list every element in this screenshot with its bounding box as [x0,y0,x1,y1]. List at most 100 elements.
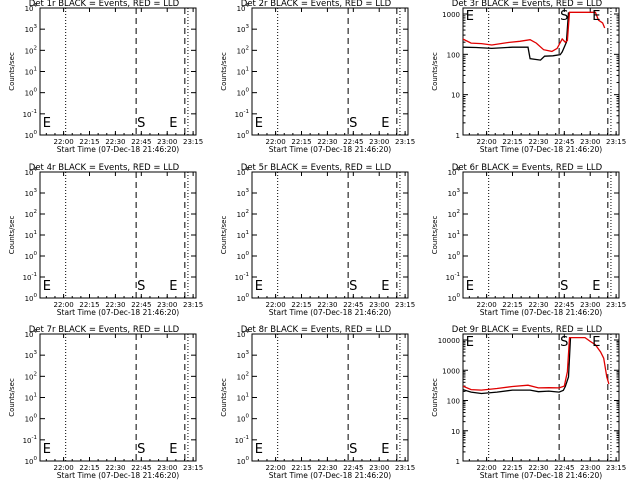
y-tick-label: 100 [237,130,250,140]
y-tick-mantissa: 10 [446,274,455,282]
y-tick-exponent: 2 [246,209,250,215]
y-tick-exponent: 2 [34,45,38,51]
x-tick-label: 23:00 [580,464,600,472]
y-tick-exponent: 0 [457,251,461,257]
x-tick-label: 22:45 [554,301,574,309]
y-tick-label: 100 [447,398,460,406]
y-tick-exponent: 4 [34,167,38,173]
y-tick-exponent: -1 [32,435,37,441]
end-marker: E [169,279,177,294]
y-tick-mantissa: 10 [23,437,32,445]
y-tick-mantissa: 10 [237,232,246,240]
y-tick-exponent: 4 [246,329,250,335]
y-tick-label: 10-1 [23,272,37,282]
panel-title: Det 1r BLACK = Events, RED = LLD [29,0,180,9]
y-tick-exponent: 4 [246,3,250,9]
y-tick-label: 103 [237,24,250,34]
x-tick-label: 22:15 [79,464,99,472]
y-tick-exponent: -1 [455,272,460,278]
y-tick-mantissa: 10 [25,90,34,98]
y-tick-label: 100 [237,293,250,303]
y-tick-label: 102 [237,371,249,381]
y-tick-label: 10-1 [23,109,37,119]
y-tick-exponent: 4 [34,329,38,335]
y-tick-exponent: 1 [246,393,250,399]
y-tick-label: 1 [456,458,460,466]
y-tick-mantissa: 10 [25,253,34,261]
x-axis-label: Start Time (07-Dec-18 21:46:20) [269,308,391,317]
y-tick-mantissa: 10 [237,395,246,403]
y-tick-exponent: 3 [34,350,38,356]
x-tick-label: 22:30 [105,301,125,309]
y-tick-mantissa: 10 [237,169,246,177]
y-tick-label: 101 [237,230,249,240]
y-tick-label: 101 [25,393,37,403]
panel-title: Det 6r BLACK = Events, RED = LLD [452,163,603,173]
y-tick-mantissa: 10 [237,132,246,140]
y-tick-label: 102 [237,209,249,219]
x-tick-label: 22:00 [54,138,74,146]
detector-panel-6: Det 6r BLACK = Events, RED = LLD 22:00 22:… [431,163,626,317]
detector-panel-1: Det 1r BLACK = Events, RED = LLD 22:00 22:… [8,0,203,154]
y-tick-label: 10-1 [235,272,249,282]
y-tick-label: 10 [451,428,460,436]
x-axis-label: Start Time (07-Dec-18 21:46:20) [57,145,179,154]
y-tick-mantissa: 10 [237,5,246,13]
y-tick-mantissa: 10 [25,211,34,219]
x-tick-label: 23:00 [369,464,389,472]
y-tick-exponent: 4 [246,167,250,173]
panel-title: Det 7r BLACK = Events, RED = LLD [29,325,180,335]
y-tick-mantissa: 10 [237,416,246,424]
y-tick-exponent: -1 [244,109,249,115]
y-tick-mantissa: 10 [237,190,246,198]
x-tick-label: 23:00 [369,138,389,146]
y-tick-exponent: -1 [32,272,37,278]
y-tick-label: 103 [448,188,461,198]
y-tick-mantissa: 10 [25,352,34,360]
end-marker: E [43,279,51,294]
x-tick-label: 23:15 [183,464,203,472]
end-marker: E [466,335,474,350]
end-marker: E [169,116,177,131]
y-tick-exponent: -1 [244,435,249,441]
y-tick-exponent: 3 [34,188,38,194]
y-tick-label: 10-1 [235,435,249,445]
y-tick-exponent: 0 [246,293,250,299]
x-tick-label: 23:15 [395,301,415,309]
y-tick-exponent: 2 [246,45,250,51]
y-tick-exponent: 3 [457,188,461,194]
x-tick-label: 22:45 [343,138,363,146]
end-marker: E [255,116,263,131]
y-tick-label: 104 [237,329,250,339]
end-marker: E [43,442,51,457]
y-tick-label: 100 [25,456,38,466]
x-tick-label: 22:15 [291,464,311,472]
detector-panel-2: Det 2r BLACK = Events, RED = LLD 22:00 22:… [220,0,415,154]
y-tick-label: 103 [25,188,38,198]
x-tick-label: 22:45 [554,464,574,472]
y-tick-exponent: 3 [246,24,250,30]
y-tick-label: 100 [448,251,461,261]
y-tick-mantissa: 10 [237,26,246,34]
start-marker: S [349,442,357,457]
y-tick-mantissa: 10 [448,253,457,261]
y-tick-exponent: 0 [246,130,250,136]
y-tick-label: 102 [448,209,460,219]
events-line [463,12,570,61]
lld-line [463,336,610,391]
y-tick-exponent: 2 [34,371,38,377]
y-tick-exponent: 0 [34,88,38,94]
y-tick-exponent: 0 [34,130,38,136]
y-tick-mantissa: 100 [447,51,460,59]
y-tick-exponent: 1 [246,230,250,236]
y-tick-label: 103 [25,24,38,34]
x-axis-label: Start Time (07-Dec-18 21:46:20) [269,145,391,154]
panel-title: Det 8r BLACK = Events, RED = LLD [241,325,392,335]
y-tick-mantissa: 10 [25,232,34,240]
y-tick-label: 100 [237,251,250,261]
x-axis-label: Start Time (07-Dec-18 21:46:20) [480,308,602,317]
y-tick-mantissa: 10 [25,5,34,13]
y-tick-exponent: -1 [244,272,249,278]
panel-title: Det 9r BLACK = Events, RED = LLD [452,325,603,335]
